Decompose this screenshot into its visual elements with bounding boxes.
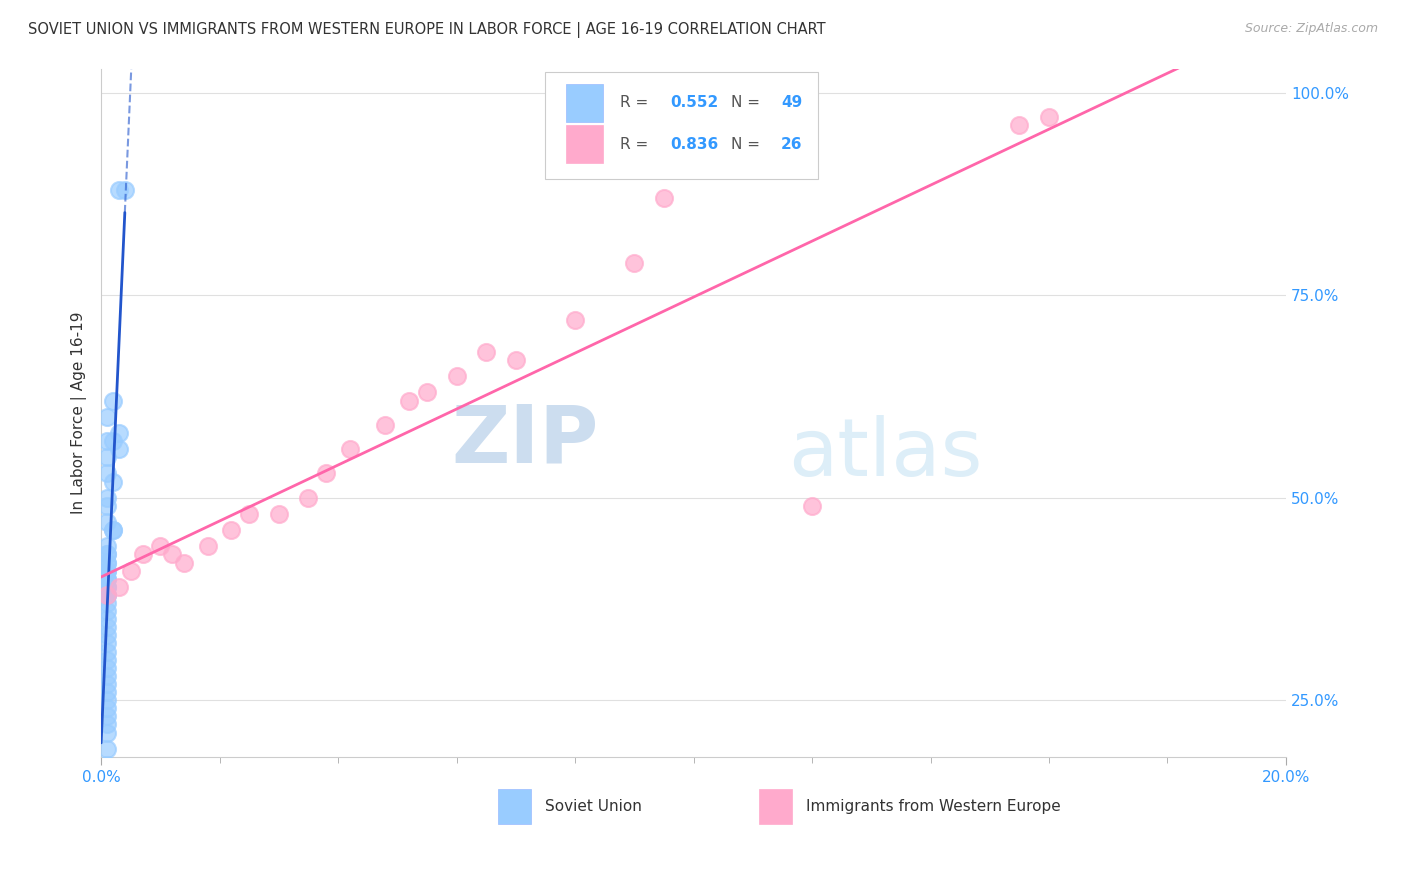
Point xyxy=(1038,110,1060,124)
Point xyxy=(96,669,118,683)
Point xyxy=(96,580,118,594)
Point xyxy=(101,523,124,537)
FancyBboxPatch shape xyxy=(498,789,531,823)
Point xyxy=(96,572,118,586)
Text: N =: N = xyxy=(731,95,765,111)
Text: N =: N = xyxy=(731,136,765,152)
Point xyxy=(96,661,118,675)
Text: Soviet Union: Soviet Union xyxy=(546,799,643,814)
Point xyxy=(96,709,118,723)
Point xyxy=(238,507,260,521)
Point xyxy=(96,620,118,634)
Point xyxy=(96,434,118,448)
Point xyxy=(96,450,118,465)
Point xyxy=(505,353,527,368)
Point xyxy=(315,467,337,481)
Point xyxy=(398,393,420,408)
Point xyxy=(267,507,290,521)
Point xyxy=(149,539,172,553)
Point xyxy=(96,467,118,481)
Y-axis label: In Labor Force | Age 16-19: In Labor Force | Age 16-19 xyxy=(72,311,87,514)
Text: Source: ZipAtlas.com: Source: ZipAtlas.com xyxy=(1244,22,1378,36)
Point xyxy=(96,409,118,424)
Point xyxy=(96,653,118,667)
Point xyxy=(108,442,131,457)
Point xyxy=(96,604,118,618)
Point xyxy=(475,345,498,359)
Text: 0.552: 0.552 xyxy=(669,95,718,111)
Point xyxy=(96,564,118,578)
Point xyxy=(114,183,136,197)
FancyBboxPatch shape xyxy=(565,84,603,122)
FancyBboxPatch shape xyxy=(759,789,792,823)
FancyBboxPatch shape xyxy=(546,72,818,178)
Point xyxy=(446,369,468,384)
Point xyxy=(120,564,142,578)
Point xyxy=(96,491,118,505)
Point xyxy=(339,442,361,457)
Point xyxy=(96,588,118,602)
Point xyxy=(96,588,118,602)
Point xyxy=(108,580,131,594)
Text: R =: R = xyxy=(620,136,654,152)
Point xyxy=(96,628,118,642)
Point xyxy=(96,556,118,570)
Point xyxy=(96,685,118,699)
Point xyxy=(197,539,219,553)
Point xyxy=(96,596,118,610)
Point xyxy=(101,393,124,408)
Point xyxy=(96,548,118,562)
Point xyxy=(96,539,118,553)
Point xyxy=(96,580,118,594)
Point xyxy=(96,548,118,562)
Point xyxy=(96,499,118,513)
FancyBboxPatch shape xyxy=(565,125,603,163)
Point xyxy=(96,677,118,691)
Point xyxy=(96,725,118,739)
Point xyxy=(801,499,824,513)
Point xyxy=(1008,118,1031,132)
Point xyxy=(416,385,439,400)
Point xyxy=(96,515,118,529)
Point xyxy=(101,475,124,489)
Point xyxy=(96,572,118,586)
Point xyxy=(108,183,131,197)
Text: 0.836: 0.836 xyxy=(669,136,718,152)
Text: 49: 49 xyxy=(782,95,803,111)
Point xyxy=(96,758,118,772)
Point xyxy=(96,741,118,756)
Point xyxy=(173,556,195,570)
Point xyxy=(96,701,118,715)
Point xyxy=(101,434,124,448)
Point xyxy=(623,256,645,270)
Point xyxy=(96,612,118,626)
Point xyxy=(96,564,118,578)
Point xyxy=(297,491,319,505)
Point xyxy=(374,417,396,432)
Text: 26: 26 xyxy=(782,136,803,152)
Point xyxy=(96,693,118,707)
Text: R =: R = xyxy=(620,95,654,111)
Point xyxy=(96,774,118,789)
Point xyxy=(101,523,124,537)
Text: ZIP: ZIP xyxy=(451,401,599,479)
Point xyxy=(96,644,118,658)
Point xyxy=(96,588,118,602)
Point xyxy=(96,717,118,731)
Point xyxy=(652,191,675,205)
Point xyxy=(221,523,243,537)
Point xyxy=(131,548,153,562)
Point xyxy=(108,425,131,440)
Text: Immigrants from Western Europe: Immigrants from Western Europe xyxy=(806,799,1062,814)
Point xyxy=(96,556,118,570)
Point xyxy=(160,548,183,562)
Text: atlas: atlas xyxy=(789,415,983,493)
Point xyxy=(564,312,586,326)
Text: SOVIET UNION VS IMMIGRANTS FROM WESTERN EUROPE IN LABOR FORCE | AGE 16-19 CORREL: SOVIET UNION VS IMMIGRANTS FROM WESTERN … xyxy=(28,22,825,38)
Point xyxy=(96,636,118,650)
